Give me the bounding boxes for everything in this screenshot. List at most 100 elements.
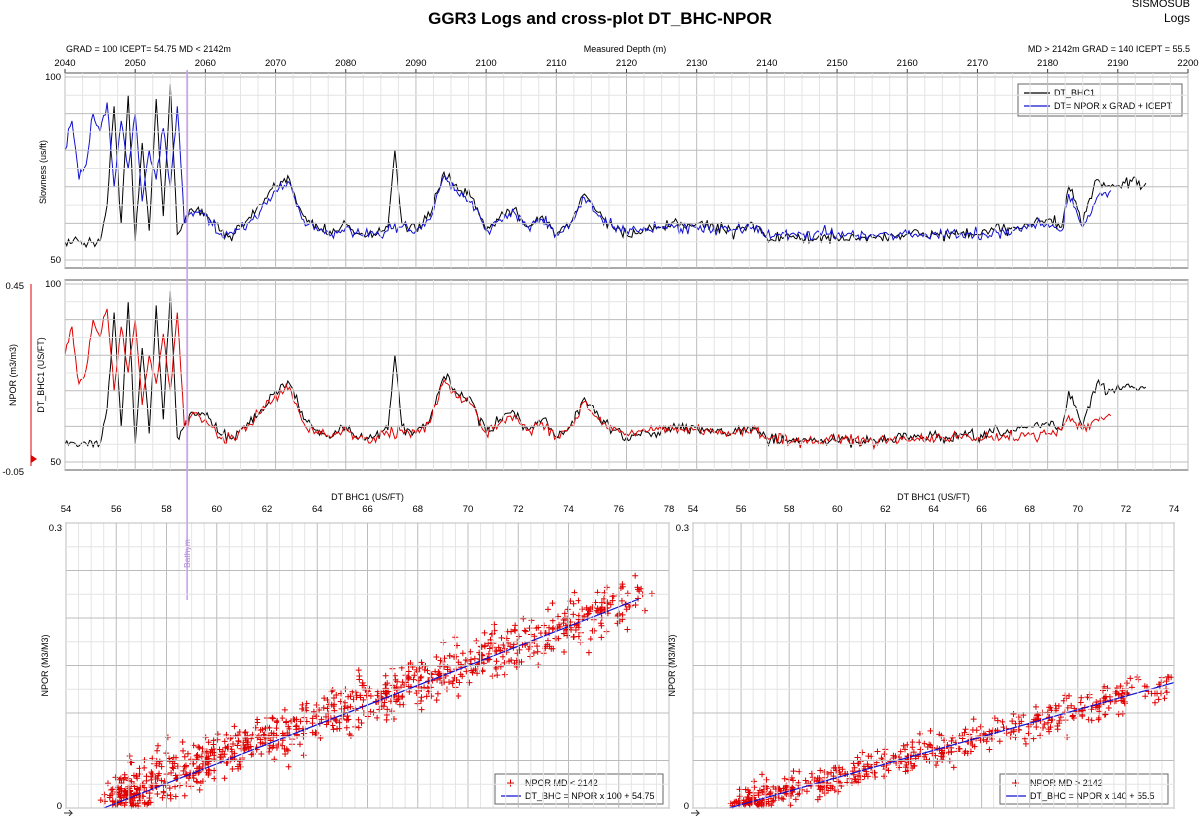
point	[406, 688, 413, 695]
point	[1010, 710, 1017, 717]
point	[376, 706, 383, 713]
point	[120, 776, 127, 783]
point	[173, 754, 180, 761]
point	[909, 744, 916, 751]
point	[933, 762, 940, 769]
point	[1063, 695, 1070, 702]
point	[950, 764, 957, 771]
point	[736, 793, 743, 800]
point	[501, 645, 508, 652]
point	[835, 788, 842, 795]
x-tick-label: 62	[880, 504, 891, 515]
point	[546, 624, 553, 631]
point	[489, 673, 496, 680]
point	[329, 722, 336, 729]
point	[501, 671, 508, 678]
point	[831, 787, 838, 794]
npor-tick-bottom: -0.05	[2, 467, 24, 478]
header-right: MD > 2142m GRAD = 140 ICEPT = 55.5	[1028, 44, 1190, 54]
point	[433, 697, 440, 704]
point	[211, 756, 218, 763]
point	[1070, 714, 1077, 721]
point	[1106, 693, 1113, 700]
point	[418, 697, 425, 704]
point	[168, 769, 175, 776]
point	[852, 776, 859, 783]
point	[881, 751, 888, 758]
point	[1119, 687, 1126, 694]
point	[803, 788, 810, 795]
point	[154, 747, 161, 754]
point	[561, 615, 568, 622]
point	[597, 620, 604, 627]
point	[279, 742, 286, 749]
point	[413, 690, 420, 697]
point	[1134, 673, 1141, 680]
depth-tick-label: 2200	[1177, 58, 1198, 69]
point	[174, 763, 181, 770]
point	[382, 672, 389, 679]
x-tick-label: 58	[784, 504, 795, 515]
point	[197, 780, 204, 787]
point	[405, 668, 412, 675]
point	[257, 739, 264, 746]
point	[181, 792, 188, 799]
legend-crossplot-2: NPOR MD > 2142 DT_BHC = NPOR x 140 + 55.5	[999, 773, 1169, 805]
point	[449, 680, 456, 687]
point	[917, 746, 924, 753]
point	[572, 627, 579, 634]
npor-axis: 0.45 -0.05	[2, 281, 37, 478]
depth-tick-label: 2080	[335, 58, 356, 69]
track-slowness: 50 100 Slowness (us/ft) DT_BHC1 DT= NPOR x G…	[38, 72, 1189, 269]
point	[269, 714, 276, 721]
point	[564, 606, 571, 613]
point	[961, 750, 968, 757]
point	[318, 716, 325, 723]
depth-tick-label: 2160	[897, 58, 918, 69]
point	[293, 716, 300, 723]
point	[188, 756, 195, 763]
point	[158, 763, 165, 770]
point	[1105, 705, 1112, 712]
depth-tick-label: 2040	[54, 58, 75, 69]
point	[118, 780, 125, 787]
x-tick-label: 78	[664, 504, 675, 515]
point	[1062, 692, 1069, 699]
point	[1085, 716, 1092, 723]
point	[101, 791, 108, 798]
point	[583, 604, 590, 611]
point	[495, 644, 502, 651]
point	[769, 798, 776, 805]
point	[330, 726, 337, 733]
point	[902, 746, 909, 753]
point	[232, 732, 239, 739]
point	[109, 786, 116, 793]
point	[540, 622, 547, 629]
point	[1046, 704, 1053, 711]
point	[116, 794, 123, 801]
point	[859, 749, 866, 756]
x-tick-label: 54	[688, 504, 699, 515]
point	[549, 600, 556, 607]
point	[910, 749, 917, 756]
point	[531, 633, 538, 640]
point	[1168, 674, 1175, 681]
point	[284, 747, 291, 754]
point	[469, 669, 476, 676]
point	[258, 751, 265, 758]
npor-tick-top: 0.45	[6, 281, 25, 292]
point	[170, 765, 177, 772]
point	[1163, 678, 1170, 685]
point	[555, 635, 562, 642]
x-tick-label: 72	[1121, 504, 1132, 515]
point	[300, 730, 307, 737]
point	[522, 628, 529, 635]
point	[493, 658, 500, 665]
point	[854, 754, 861, 761]
point	[1015, 726, 1022, 733]
point	[231, 750, 238, 757]
point	[446, 652, 453, 659]
point	[285, 763, 292, 770]
point	[1096, 708, 1103, 715]
point	[126, 753, 133, 760]
